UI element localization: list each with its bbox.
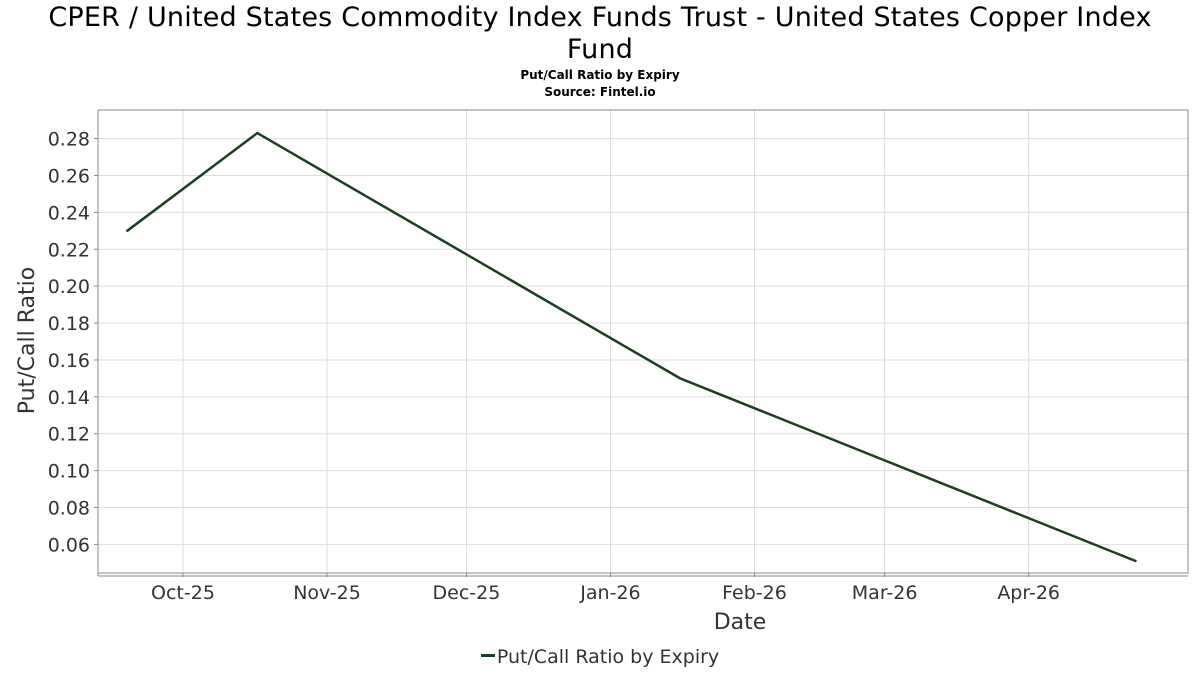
- axes: [94, 110, 1188, 577]
- y-tick-label: 0.22: [48, 239, 90, 261]
- data-point: [1134, 559, 1137, 563]
- data-point: [678, 377, 682, 380]
- chart-source: Source: Fintel.io: [544, 85, 656, 99]
- plot-frame: [97, 109, 1189, 574]
- y-tick-label: 0.18: [48, 313, 90, 335]
- x-tick-label: Apr-26: [997, 582, 1060, 604]
- y-tick-label: 0.24: [48, 202, 90, 224]
- y-tick-label: 0.14: [48, 387, 90, 409]
- y-tick-label: 0.12: [48, 424, 90, 446]
- series-line: [126, 131, 1136, 563]
- y-tick-label: 0.06: [48, 534, 90, 556]
- x-tick-label: Mar-26: [852, 582, 918, 604]
- legend-label: Put/Call Ratio by Expiry: [496, 646, 720, 668]
- y-tick-label: 0.20: [48, 276, 90, 298]
- chart-title-line2: Fund: [566, 34, 634, 65]
- axis-labels: 0.06 0.08 0.10 0.12 0.14 0.16 0.18 0.20 0.22 0.24…: [15, 129, 1060, 635]
- x-axis-title: Date: [714, 610, 767, 635]
- x-tick-label: Jan-26: [579, 582, 640, 604]
- legend: Put/Call Ratio by Expiry: [0, 646, 1200, 668]
- y-tick-label: 0.26: [48, 165, 90, 187]
- series-layer: [126, 131, 1137, 563]
- x-tick-label: Oct-25: [151, 582, 215, 604]
- data-point: [126, 229, 129, 233]
- legend-swatch: [480, 654, 495, 657]
- x-tick-label: Feb-26: [722, 582, 787, 604]
- y-tick-label: 0.08: [48, 498, 90, 520]
- grid: [98, 110, 1188, 573]
- chart-subtitle: Put/Call Ratio by Expiry: [520, 68, 680, 82]
- chart-title-line1: CPER / United States Commodity Index Fun…: [48, 2, 1152, 33]
- chart-title: CPER / United States Commodity Index Fun…: [0, 2, 1200, 66]
- y-tick-label: 0.16: [48, 350, 90, 372]
- y-tick-label: 0.10: [48, 461, 90, 483]
- y-axis-title: Put/Call Ratio: [15, 267, 40, 414]
- x-tick-label: Dec-25: [433, 582, 501, 604]
- y-tick-label: 0.28: [48, 129, 90, 151]
- data-point: [256, 131, 259, 135]
- x-tick-label: Nov-25: [293, 582, 361, 604]
